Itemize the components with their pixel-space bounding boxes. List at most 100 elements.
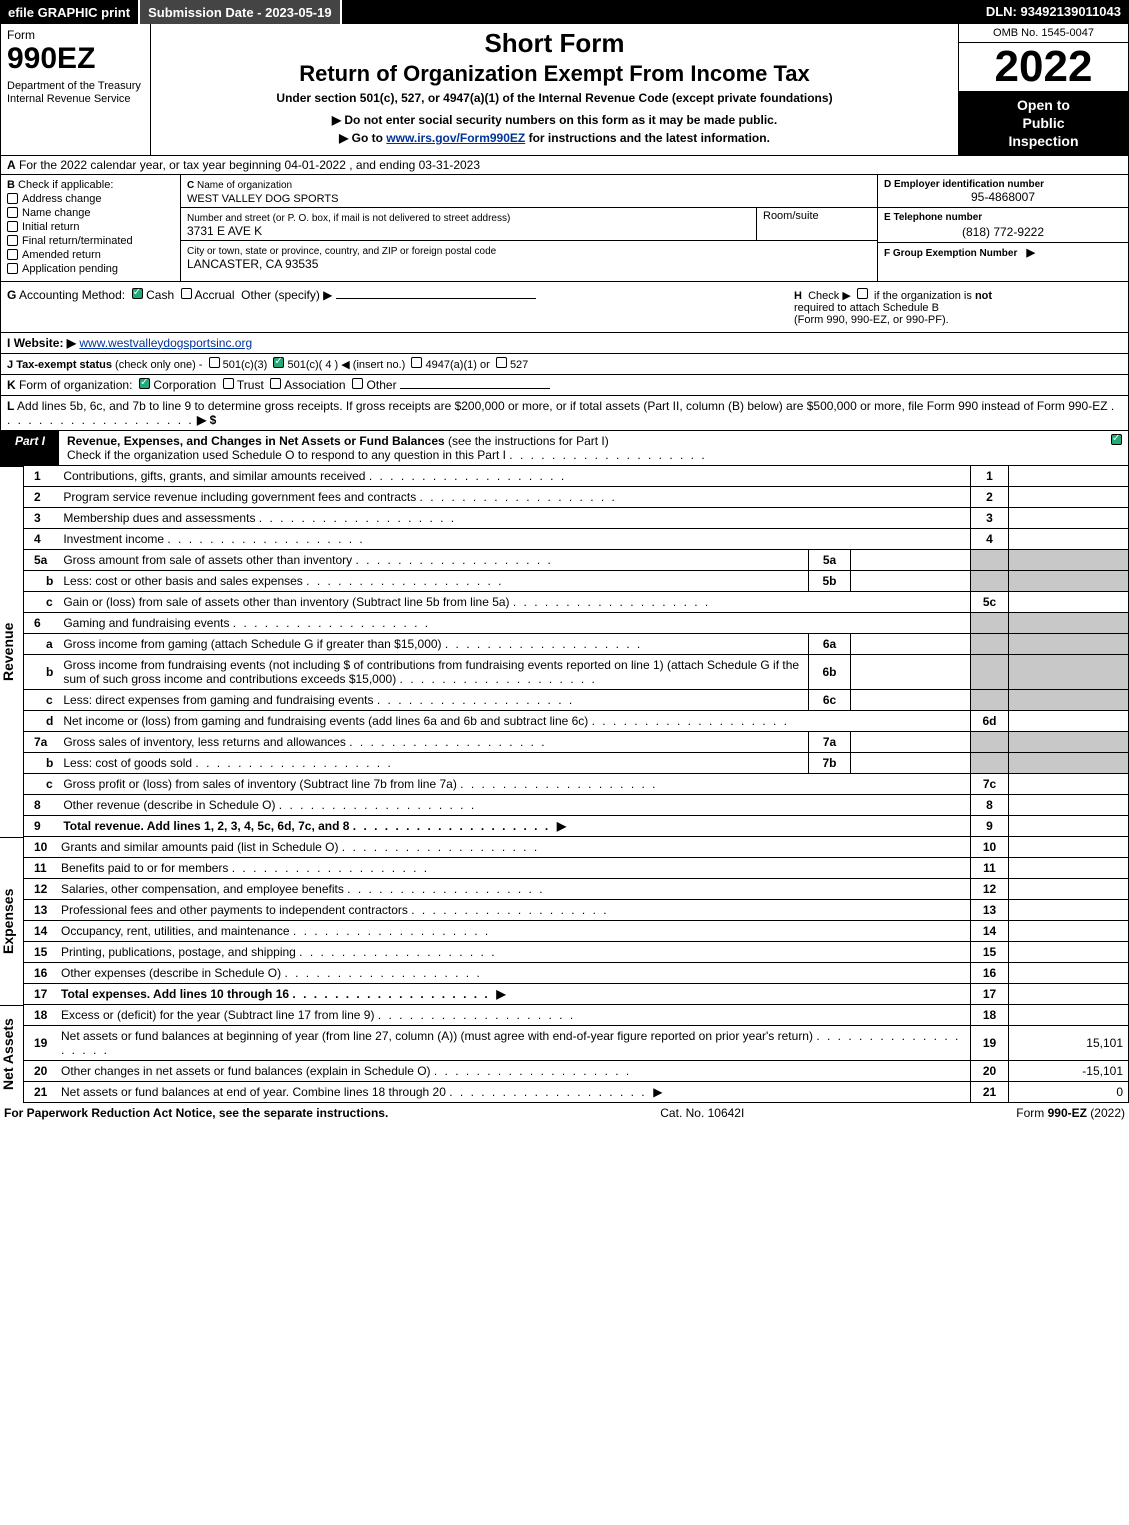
- line-row: 15Printing, publications, postage, and s…: [24, 941, 1129, 962]
- line-row: 8Other revenue (describe in Schedule O) …: [24, 794, 1129, 815]
- k-other: Other: [367, 378, 397, 392]
- line-number: 10: [24, 837, 56, 858]
- dots-icon: [509, 448, 706, 462]
- box-e-label: E: [884, 212, 891, 223]
- checkbox-icon[interactable]: [352, 378, 363, 389]
- right-line-value[interactable]: [1009, 466, 1129, 487]
- checkbox-checked-icon[interactable]: [1111, 434, 1122, 445]
- checkbox-icon[interactable]: [270, 378, 281, 389]
- website-link[interactable]: www.westvalleydogsportsinc.org: [79, 336, 252, 350]
- sub-line-value[interactable]: [851, 689, 971, 710]
- right-line-value[interactable]: [1009, 941, 1129, 962]
- line-row: 20Other changes in net assets or fund ba…: [24, 1060, 1129, 1081]
- part-1-checkline: Check if the organization used Schedule …: [67, 448, 506, 462]
- cash-label: Cash: [146, 288, 174, 302]
- right-line-value[interactable]: [1009, 773, 1129, 794]
- sub-line-value[interactable]: [851, 731, 971, 752]
- right-line-value[interactable]: [1009, 815, 1129, 836]
- revenue-table: 1Contributions, gifts, grants, and simil…: [24, 466, 1129, 837]
- revenue-section: Revenue 1Contributions, gifts, grants, a…: [0, 466, 1129, 837]
- right-line-value[interactable]: 0: [1009, 1081, 1129, 1102]
- grey-cell: [1009, 689, 1129, 710]
- checkbox-checked-icon[interactable]: [132, 288, 143, 299]
- expenses-section: Expenses 10Grants and similar amounts pa…: [0, 837, 1129, 1005]
- chk-initial-return[interactable]: Initial return: [7, 221, 174, 233]
- header-left: Form 990EZ Department of the Treasury In…: [1, 24, 151, 155]
- checkbox-checked-icon[interactable]: [139, 378, 150, 389]
- k-other-line[interactable]: [400, 388, 550, 389]
- line-number: d: [24, 710, 58, 731]
- right-line-value[interactable]: [1009, 837, 1129, 858]
- right-line-value[interactable]: [1009, 878, 1129, 899]
- right-line-value[interactable]: [1009, 507, 1129, 528]
- line-a-text: For the 2022 calendar year, or tax year …: [19, 158, 480, 172]
- checkbox-icon[interactable]: [857, 288, 868, 299]
- sub-line-value[interactable]: [851, 570, 971, 591]
- right-line-value[interactable]: [1009, 591, 1129, 612]
- checkbox-icon[interactable]: [496, 357, 507, 368]
- checkbox-icon[interactable]: [181, 288, 192, 299]
- line-h-t2: if the organization is: [874, 290, 972, 302]
- line-number: 18: [24, 1005, 56, 1026]
- line-row: dNet income or (loss) from gaming and fu…: [24, 710, 1129, 731]
- sub-line-value[interactable]: [851, 549, 971, 570]
- right-line-value[interactable]: [1009, 857, 1129, 878]
- footer-right-post: (2022): [1087, 1106, 1125, 1120]
- grey-cell: [971, 633, 1009, 654]
- box-b-label: B: [7, 179, 15, 191]
- line-description: Printing, publications, postage, and shi…: [56, 941, 971, 962]
- right-line-value[interactable]: [1009, 920, 1129, 941]
- right-line-value[interactable]: [1009, 1005, 1129, 1026]
- checkbox-icon[interactable]: [223, 378, 234, 389]
- right-line-value[interactable]: [1009, 962, 1129, 983]
- chk-application-pending[interactable]: Application pending: [7, 263, 174, 275]
- right-line-value[interactable]: -15,101: [1009, 1060, 1129, 1081]
- footer-right-pre: Form: [1016, 1106, 1047, 1120]
- line-description: Program service revenue including govern…: [58, 486, 970, 507]
- line-description: Net income or (loss) from gaming and fun…: [58, 710, 970, 731]
- right-line-value[interactable]: [1009, 486, 1129, 507]
- row-gh: G Accounting Method: Cash Accrual Other …: [0, 282, 1129, 333]
- chk-final-return[interactable]: Final return/terminated: [7, 235, 174, 247]
- grey-cell: [971, 570, 1009, 591]
- line-row: 7aGross sales of inventory, less returns…: [24, 731, 1129, 752]
- checkbox-icon[interactable]: [411, 357, 422, 368]
- efile-print-button[interactable]: efile GRAPHIC print: [0, 0, 140, 24]
- sub-line-label: 5b: [809, 570, 851, 591]
- line-row: 16Other expenses (describe in Schedule O…: [24, 962, 1129, 983]
- line-description: Gross income from fundraising events (no…: [58, 654, 808, 689]
- arrow-icon: ▶ $: [197, 413, 216, 427]
- right-line-value[interactable]: [1009, 528, 1129, 549]
- box-c: C Name of organization WEST VALLEY DOG S…: [181, 175, 878, 281]
- line-description: Net assets or fund balances at end of ye…: [56, 1081, 971, 1102]
- line-number: 2: [24, 486, 58, 507]
- right-line-value[interactable]: [1009, 794, 1129, 815]
- line-j-text: Tax-exempt status: [16, 359, 112, 371]
- line-description: Gross income from gaming (attach Schedul…: [58, 633, 808, 654]
- footer-left: For Paperwork Reduction Act Notice, see …: [4, 1106, 388, 1120]
- line-number: b: [24, 570, 58, 591]
- right-line-number: 13: [971, 899, 1009, 920]
- chk-amended-return[interactable]: Amended return: [7, 249, 174, 261]
- submission-date-button[interactable]: Submission Date - 2023-05-19: [140, 0, 342, 24]
- right-line-value[interactable]: 15,101: [1009, 1025, 1129, 1060]
- other-input-line[interactable]: [336, 298, 536, 299]
- line-h-t3: required to attach Schedule B: [794, 302, 939, 314]
- right-line-value[interactable]: [1009, 710, 1129, 731]
- line-number: b: [24, 654, 58, 689]
- right-line-value[interactable]: [1009, 899, 1129, 920]
- chk-address-change[interactable]: Address change: [7, 193, 174, 205]
- checkbox-checked-icon[interactable]: [273, 357, 284, 368]
- irs-link[interactable]: www.irs.gov/Form990EZ: [386, 131, 525, 145]
- sub-line-value[interactable]: [851, 654, 971, 689]
- sub-line-value[interactable]: [851, 633, 971, 654]
- right-line-value[interactable]: [1009, 983, 1129, 1004]
- checkbox-icon[interactable]: [209, 357, 220, 368]
- line-row: 10Grants and similar amounts paid (list …: [24, 837, 1129, 858]
- chk-name-change[interactable]: Name change: [7, 207, 174, 219]
- grey-cell: [971, 612, 1009, 633]
- line-row: cGross profit or (loss) from sales of in…: [24, 773, 1129, 794]
- line-h: H Check ▶ if the organization is not req…: [788, 282, 1128, 332]
- sub-line-value[interactable]: [851, 752, 971, 773]
- line-number: c: [24, 591, 58, 612]
